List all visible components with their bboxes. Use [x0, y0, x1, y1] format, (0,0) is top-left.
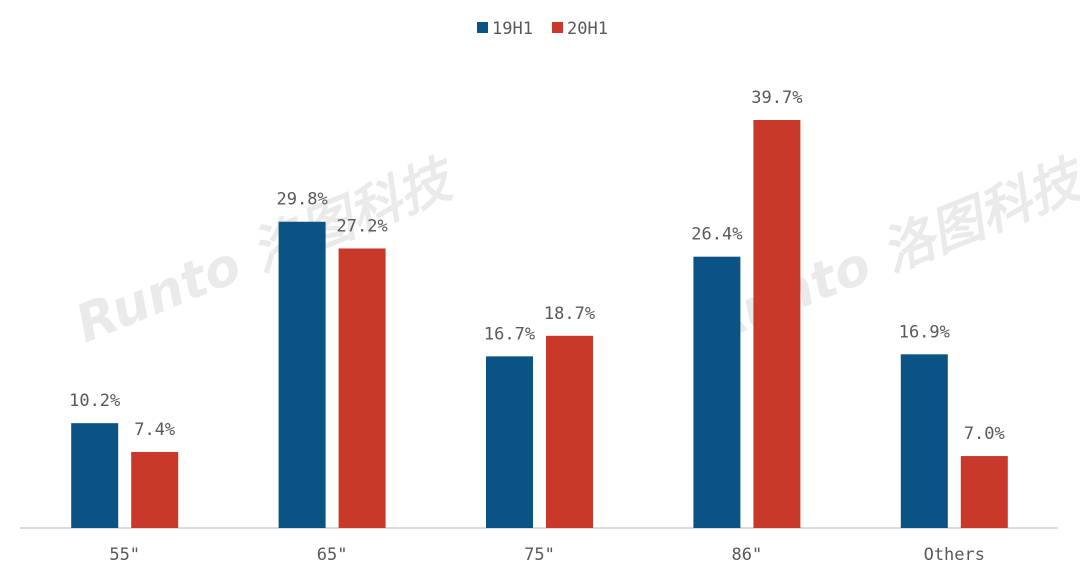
- legend-swatch: [552, 22, 563, 33]
- bar: [753, 120, 801, 528]
- legend-label: 19H1: [492, 19, 533, 39]
- data-label: 29.8%: [277, 190, 328, 210]
- bar: [338, 248, 386, 528]
- bar: [278, 221, 326, 528]
- data-label: 16.9%: [899, 322, 950, 342]
- data-label: 27.2%: [337, 216, 388, 236]
- x-tick-label: 55": [109, 545, 140, 565]
- data-label: 10.2%: [69, 391, 120, 411]
- data-label: 26.4%: [691, 225, 742, 245]
- bar: [71, 423, 119, 528]
- data-label: 16.7%: [484, 324, 535, 344]
- watermark: Runto 洛图科技: [68, 148, 466, 355]
- x-tick-label: Others: [924, 545, 985, 565]
- data-label: 7.4%: [134, 420, 175, 440]
- data-label: 39.7%: [751, 88, 802, 108]
- x-tick-label: 65": [317, 545, 348, 565]
- legend-swatch: [477, 22, 488, 33]
- bar: [546, 335, 593, 528]
- bar: [486, 356, 533, 528]
- bar: [693, 256, 741, 528]
- x-tick-label: 75": [524, 545, 555, 565]
- data-label: 7.0%: [964, 424, 1005, 444]
- data-label: 18.7%: [544, 304, 595, 324]
- x-tick-label: 86": [732, 545, 763, 565]
- bar: [960, 456, 1008, 528]
- legend-label: 20H1: [567, 19, 608, 39]
- bar: [131, 451, 179, 528]
- bar: [900, 354, 948, 528]
